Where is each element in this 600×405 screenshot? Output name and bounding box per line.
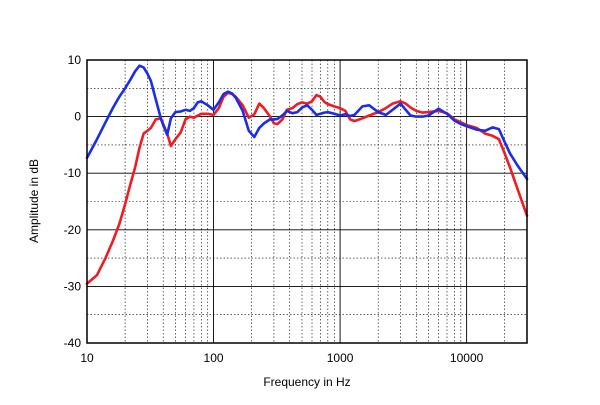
- x-tick-label: 10: [80, 351, 94, 365]
- plot-area: [87, 60, 527, 343]
- series-layer: [85, 64, 529, 285]
- minor-gridlines: [87, 60, 527, 343]
- y-tick-labels: 10 0 -10 -20 -30 -40: [64, 53, 82, 350]
- y-tick-label: -10: [64, 166, 82, 180]
- y-tick-label: -40: [64, 336, 82, 350]
- plot-frame: [86, 59, 528, 344]
- x-tick-labels: 10 100 1000 10000: [80, 351, 483, 365]
- y-axis-title: Amplitude in dB: [27, 159, 41, 243]
- y-tick-label: -30: [64, 279, 82, 293]
- x-tick-label: 100: [204, 351, 224, 365]
- x-tick-label: 1000: [327, 351, 354, 365]
- series-line-2: [85, 64, 529, 181]
- y-tick-label: 10: [68, 53, 82, 67]
- y-tick-label: -20: [64, 223, 82, 237]
- y-tick-label: 0: [74, 110, 81, 124]
- x-tick-label: 10000: [450, 351, 484, 365]
- x-axis-title: Frequency in Hz: [263, 375, 350, 389]
- major-gridlines: [87, 60, 527, 343]
